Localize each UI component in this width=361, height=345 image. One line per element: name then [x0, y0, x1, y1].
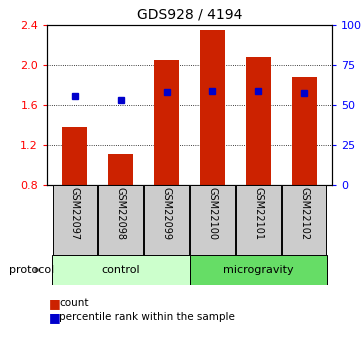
Text: GSM22098: GSM22098: [116, 187, 126, 240]
Bar: [52, 185, 97, 255]
Bar: [190, 185, 235, 255]
Text: GSM22101: GSM22101: [253, 187, 264, 240]
Text: microgravity: microgravity: [223, 265, 294, 275]
Bar: [52, 255, 190, 285]
Bar: [154, 60, 179, 185]
Text: GSM22097: GSM22097: [70, 187, 79, 240]
Bar: [144, 185, 188, 255]
Text: GSM22100: GSM22100: [208, 187, 217, 240]
Text: control: control: [101, 265, 140, 275]
Text: ■: ■: [49, 311, 61, 324]
Text: GSM22099: GSM22099: [161, 187, 171, 240]
Text: ■: ■: [49, 297, 61, 310]
Bar: [236, 185, 280, 255]
Title: GDS928 / 4194: GDS928 / 4194: [137, 7, 242, 21]
Bar: [62, 127, 87, 185]
Bar: [200, 30, 225, 185]
Bar: [99, 185, 143, 255]
Text: count: count: [59, 298, 88, 308]
Bar: [108, 154, 133, 185]
Text: GSM22102: GSM22102: [299, 187, 309, 240]
Text: percentile rank within the sample: percentile rank within the sample: [59, 312, 235, 322]
Bar: [190, 255, 327, 285]
Bar: [282, 185, 326, 255]
Text: protocol: protocol: [9, 265, 54, 275]
Bar: [292, 77, 317, 185]
Bar: [246, 57, 271, 185]
